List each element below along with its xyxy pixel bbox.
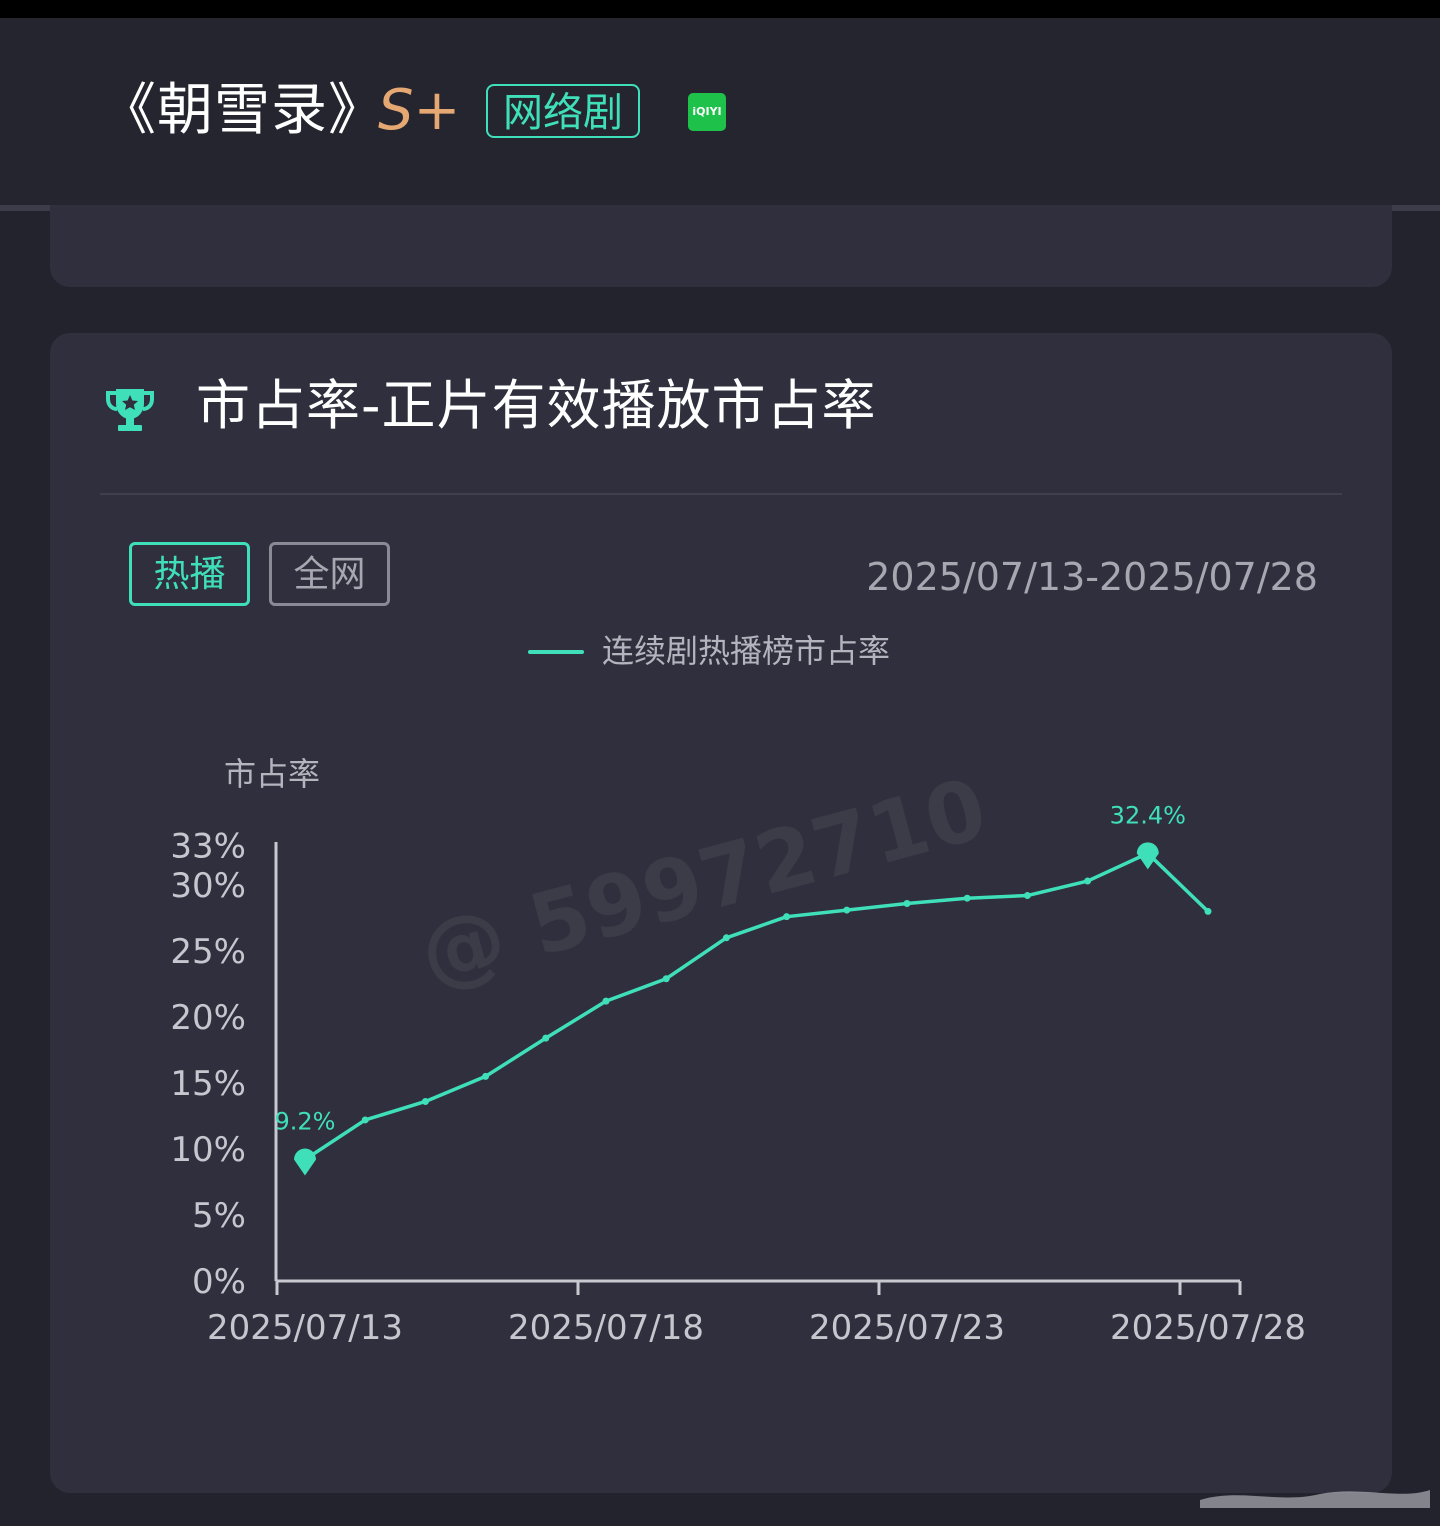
- divider: [100, 493, 1342, 495]
- type-badge: 网络剧: [486, 84, 640, 138]
- previous-card: [50, 205, 1392, 287]
- status-bar: [0, 0, 1440, 18]
- legend-label: 连续剧热播榜市占率: [602, 632, 891, 670]
- market-share-card: 市占率-正片有效播放市占率 热播 全网 2025/07/13-2025/07/2…: [50, 333, 1392, 1493]
- page-header: 《朝雪录》 S+ 网络剧 iQIYI: [0, 18, 1440, 211]
- legend-swatch: [528, 650, 584, 654]
- drama-title: 《朝雪录》: [100, 78, 385, 143]
- tab-all-network[interactable]: 全网: [269, 542, 390, 606]
- iqiyi-platform-icon: iQIYI: [688, 93, 726, 131]
- trophy-icon: [106, 389, 154, 431]
- date-range: 2025/07/13-2025/07/28: [866, 555, 1318, 599]
- corner-decoration: [1200, 1490, 1430, 1508]
- section-title: 市占率-正片有效播放市占率: [196, 374, 877, 437]
- grade-label: S+: [378, 78, 461, 143]
- tab-hot[interactable]: 热播: [129, 542, 250, 606]
